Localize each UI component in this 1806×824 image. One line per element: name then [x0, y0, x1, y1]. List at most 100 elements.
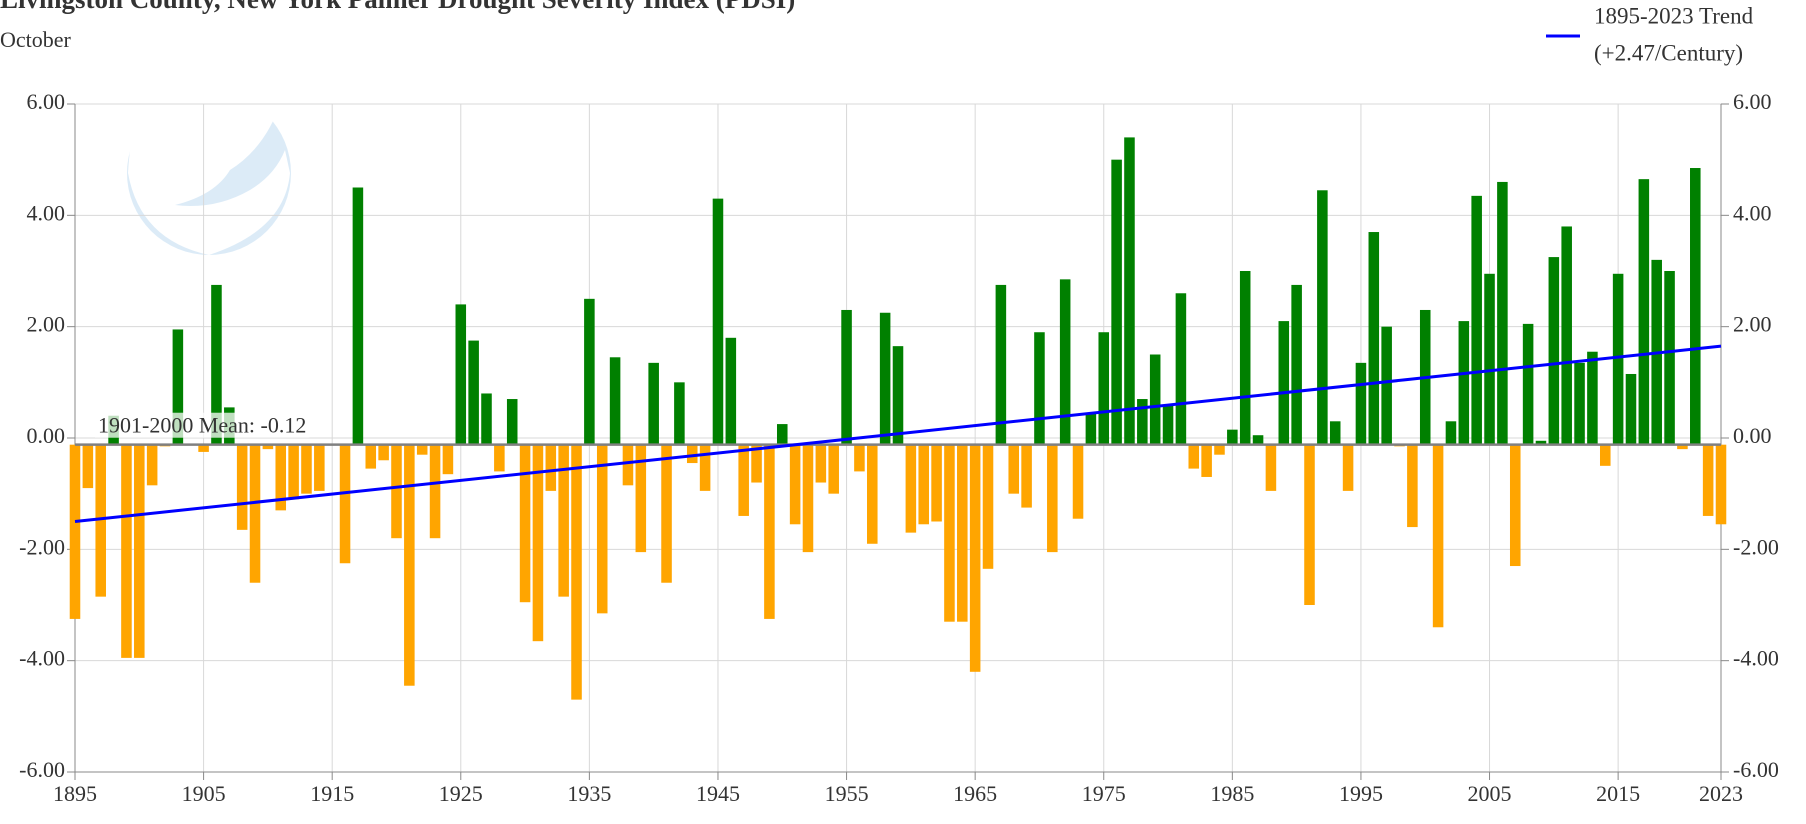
bar	[1702, 444, 1714, 516]
bar	[69, 444, 81, 619]
bar	[1522, 323, 1534, 445]
x-tick-label: 1995	[1339, 781, 1383, 806]
chart-title: Livingston County, New York Palmer Droug…	[0, 0, 795, 14]
bar	[352, 187, 364, 445]
bar	[738, 444, 749, 516]
bar	[635, 444, 647, 553]
bar	[802, 444, 814, 553]
bar	[571, 444, 582, 700]
bar	[1458, 321, 1470, 445]
bar	[532, 444, 544, 642]
bar	[1162, 404, 1174, 445]
y-tick-label: -2.00	[19, 534, 65, 559]
trend-line	[74, 344, 1722, 523]
y2-tick-label: -4.00	[1733, 646, 1779, 671]
legend-sublabel: (+2.47/Century)	[1594, 40, 1743, 65]
bar	[1638, 179, 1650, 445]
bar	[674, 382, 685, 445]
chart-subtitle: October	[0, 27, 72, 52]
bar	[1227, 429, 1238, 445]
bar	[957, 444, 968, 622]
bar	[1111, 159, 1122, 445]
bar	[918, 444, 929, 525]
bar	[905, 444, 917, 533]
bar	[1278, 321, 1290, 445]
bar	[314, 444, 325, 491]
logo-circle	[127, 91, 291, 255]
bar	[1329, 421, 1341, 445]
bar	[455, 304, 467, 445]
bar	[969, 444, 981, 672]
bar	[1304, 444, 1315, 605]
x-tick-label: 1895	[53, 781, 97, 806]
bar	[725, 337, 737, 445]
y-tick-label: -4.00	[19, 646, 65, 671]
x-tick-label: 1975	[1082, 781, 1126, 806]
bar	[1149, 354, 1161, 445]
bar	[1587, 351, 1598, 445]
bar	[596, 444, 608, 614]
y-tick-label: 0.00	[27, 423, 66, 448]
bar	[1265, 444, 1277, 491]
bar	[1214, 444, 1225, 455]
bar	[995, 284, 1007, 445]
bar	[506, 399, 518, 445]
bar	[1381, 326, 1392, 445]
x-tick-label: 1935	[567, 781, 611, 806]
logo: NOAA	[127, 85, 291, 255]
bar	[288, 444, 299, 500]
bar	[1715, 444, 1727, 525]
bar	[1599, 444, 1611, 466]
bar	[1072, 444, 1084, 519]
y2-tick-label: -2.00	[1733, 534, 1779, 559]
bar	[1471, 195, 1482, 445]
bar	[828, 444, 839, 494]
bar	[211, 284, 222, 445]
bar	[944, 444, 955, 622]
y2-tick-label: 6.00	[1733, 89, 1772, 114]
x-tick-label: 2005	[1468, 781, 1512, 806]
bar	[1098, 332, 1110, 445]
bar	[1008, 444, 1020, 494]
bar	[1561, 226, 1572, 445]
y-tick-label: 4.00	[27, 200, 66, 225]
bar	[712, 198, 724, 445]
bar	[1137, 399, 1148, 445]
bar	[1535, 440, 1547, 445]
bar	[764, 444, 775, 619]
x-tick-label: 1955	[825, 781, 869, 806]
bar	[468, 340, 479, 445]
bar	[391, 444, 402, 539]
bar	[1085, 412, 1097, 445]
bar	[1034, 332, 1045, 445]
bar	[1368, 232, 1380, 445]
bar	[1201, 444, 1212, 477]
bar	[365, 444, 377, 469]
y-tick-label: 2.00	[27, 312, 66, 337]
bar	[545, 444, 557, 491]
bar	[879, 312, 891, 445]
bar	[1484, 273, 1495, 445]
bar	[1124, 137, 1135, 445]
bar	[751, 444, 762, 483]
bar	[1664, 271, 1675, 445]
bar	[1432, 444, 1444, 628]
y2-tick-label: -6.00	[1733, 757, 1779, 782]
y2-tick-label: 4.00	[1733, 200, 1772, 225]
x-tick-label: 1965	[953, 781, 997, 806]
bar	[429, 444, 441, 539]
bar	[1407, 444, 1418, 528]
y-tick-label: -6.00	[19, 757, 65, 782]
bar	[815, 444, 827, 483]
bar	[416, 444, 428, 455]
bar	[134, 444, 145, 658]
bar	[558, 444, 569, 597]
bar	[1445, 421, 1457, 445]
y-tick-label: 6.00	[27, 89, 66, 114]
bar	[1574, 362, 1585, 445]
x-tick-label: 2015	[1596, 781, 1640, 806]
bar	[146, 444, 158, 486]
bar	[121, 444, 132, 658]
x-tick-label: 1905	[182, 781, 226, 806]
